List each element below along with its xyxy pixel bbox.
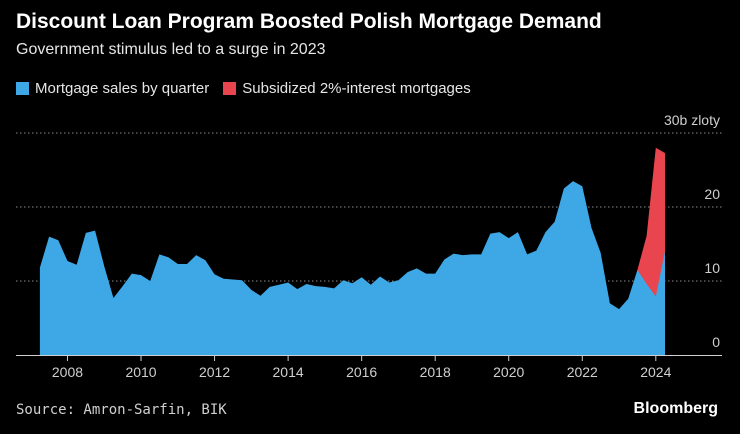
x-tick-label-2012: 2012 (199, 364, 230, 380)
legend-item-mortgage: Mortgage sales by quarter (16, 80, 209, 97)
y-tick-label-30: 30b zloty (664, 112, 720, 128)
x-tick-label-2024: 2024 (640, 364, 671, 380)
x-tick-label-2014: 2014 (273, 364, 304, 380)
y-tick-label-0: 0 (712, 334, 720, 350)
x-tick-label-2022: 2022 (567, 364, 598, 380)
chart-title: Discount Loan Program Boosted Polish Mor… (16, 10, 602, 33)
x-tick-label-2010: 2010 (125, 364, 156, 380)
x-tick-label-2018: 2018 (420, 364, 451, 380)
x-tick-label-2020: 2020 (493, 364, 524, 380)
legend-label-mortgage: Mortgage sales by quarter (35, 80, 210, 97)
legend: Mortgage sales by quarter Subsidized 2%-… (16, 80, 485, 97)
legend-swatch-subsidized (223, 82, 237, 95)
source-note: Source: Amron-Sarfin, BIK (16, 402, 227, 418)
y-tick-label-20: 20 (704, 186, 720, 202)
mortgage-sales-area (39, 181, 666, 355)
legend-label-subsidized: Subsidized 2%-interest mortgages (242, 80, 471, 97)
chart-subtitle: Government stimulus led to a surge in 20… (16, 41, 326, 58)
x-tick-label-2008: 2008 (52, 364, 83, 380)
y-tick-label-10: 10 (704, 260, 720, 276)
x-tick-label-2016: 2016 (346, 364, 377, 380)
legend-swatch-mortgage (16, 82, 29, 95)
bloomberg-logo: Bloomberg (633, 400, 718, 417)
legend-item-subsidized: Subsidized 2%-interest mortgages (223, 80, 471, 97)
